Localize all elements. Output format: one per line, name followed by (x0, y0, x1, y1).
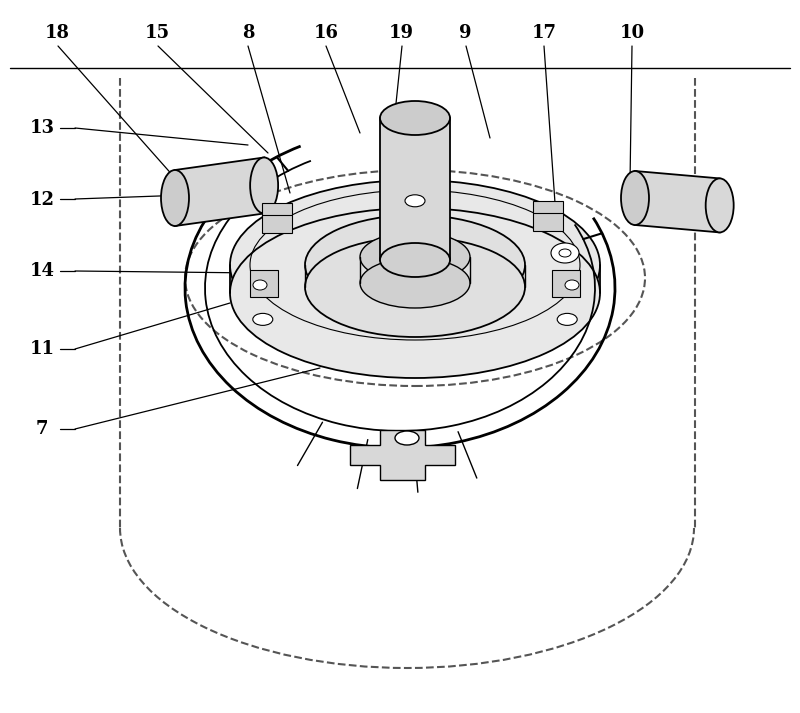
Ellipse shape (559, 249, 571, 257)
Ellipse shape (253, 314, 273, 325)
Text: 17: 17 (531, 24, 557, 42)
Text: 19: 19 (389, 24, 414, 42)
Text: 14: 14 (30, 262, 54, 280)
Text: 16: 16 (314, 24, 339, 42)
Ellipse shape (565, 280, 579, 290)
Ellipse shape (230, 208, 600, 378)
Polygon shape (350, 430, 455, 480)
Polygon shape (262, 203, 292, 233)
Ellipse shape (405, 195, 425, 207)
Polygon shape (552, 270, 580, 297)
Ellipse shape (230, 180, 600, 350)
Text: 18: 18 (45, 24, 70, 42)
Text: 9: 9 (459, 24, 472, 42)
Text: 7: 7 (36, 420, 48, 438)
Ellipse shape (250, 158, 278, 213)
Text: 12: 12 (30, 190, 54, 209)
Polygon shape (533, 201, 563, 231)
Text: 10: 10 (619, 24, 645, 42)
Polygon shape (635, 171, 720, 232)
Ellipse shape (380, 101, 450, 135)
Text: 11: 11 (30, 340, 54, 359)
Ellipse shape (360, 258, 470, 308)
Text: 8: 8 (242, 24, 254, 42)
Polygon shape (175, 158, 264, 226)
Ellipse shape (551, 243, 579, 263)
Ellipse shape (558, 314, 578, 325)
Ellipse shape (621, 171, 649, 225)
Ellipse shape (253, 280, 267, 290)
Ellipse shape (380, 243, 450, 277)
Text: 15: 15 (145, 24, 170, 42)
Ellipse shape (395, 431, 419, 445)
Ellipse shape (706, 178, 734, 232)
Polygon shape (380, 118, 450, 260)
Polygon shape (250, 270, 278, 297)
Ellipse shape (360, 232, 470, 282)
Ellipse shape (305, 215, 525, 315)
Ellipse shape (161, 170, 189, 226)
Text: 13: 13 (30, 119, 54, 138)
Ellipse shape (305, 237, 525, 337)
